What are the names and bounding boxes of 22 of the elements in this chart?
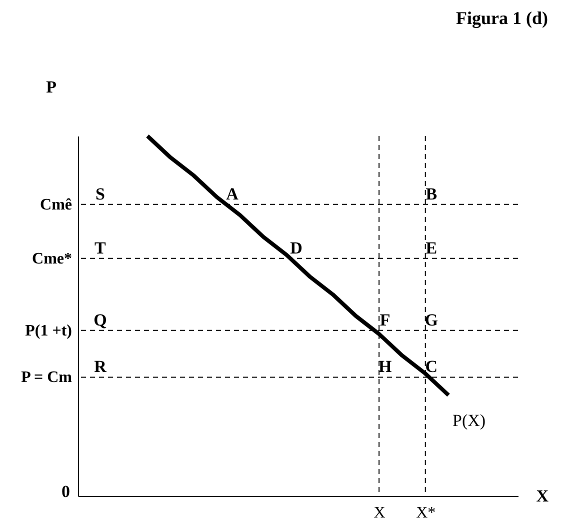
ref-line-label: Cmê	[40, 196, 72, 214]
series-label: P(X)	[452, 411, 486, 430]
annotation: S	[95, 184, 105, 204]
x-tick-label: X*	[416, 504, 436, 522]
x-axis-title: X	[536, 486, 550, 506]
annotation: R	[94, 357, 108, 376]
chart-title: Figura 1 (d)	[456, 8, 548, 28]
y-axis-title: P	[46, 78, 56, 96]
ref-line-label: P(1 +t)	[25, 322, 72, 340]
annotation: B	[426, 184, 438, 204]
annotation: Q	[94, 310, 107, 330]
text: 0	[62, 482, 70, 501]
ref-line-label: Cme*	[32, 250, 72, 268]
annotation: C	[425, 357, 438, 376]
annotation: G	[424, 310, 438, 330]
annotation: D	[290, 238, 302, 258]
annotation: H	[378, 357, 392, 376]
annotation: F	[380, 310, 390, 330]
annotation: T	[94, 238, 107, 258]
annotation: E	[426, 238, 438, 258]
ref-line-label: P = Cm	[21, 369, 73, 386]
annotation: A	[226, 184, 240, 204]
